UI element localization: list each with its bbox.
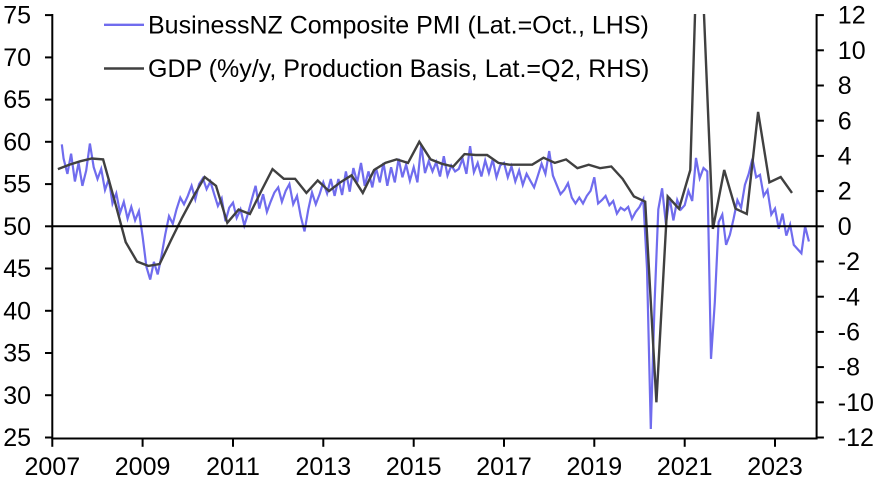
svg-text:2023: 2023 bbox=[747, 453, 803, 481]
svg-text:-2: -2 bbox=[838, 248, 860, 276]
svg-text:-12: -12 bbox=[838, 424, 874, 452]
svg-text:12: 12 bbox=[838, 2, 866, 30]
svg-text:2009: 2009 bbox=[115, 453, 171, 481]
svg-text:2013: 2013 bbox=[295, 453, 351, 481]
svg-text:10: 10 bbox=[838, 37, 866, 65]
svg-text:-8: -8 bbox=[838, 354, 860, 382]
svg-text:45: 45 bbox=[3, 255, 31, 283]
svg-text:60: 60 bbox=[3, 128, 31, 156]
svg-text:40: 40 bbox=[3, 297, 31, 325]
svg-text:2017: 2017 bbox=[476, 453, 532, 481]
svg-text:4: 4 bbox=[838, 143, 852, 171]
svg-text:35: 35 bbox=[3, 340, 31, 368]
svg-text:70: 70 bbox=[3, 44, 31, 72]
svg-text:GDP (%y/y, Production Basis, L: GDP (%y/y, Production Basis, Lat.=Q2, RH… bbox=[148, 55, 649, 83]
svg-text:30: 30 bbox=[3, 382, 31, 410]
svg-text:2015: 2015 bbox=[386, 453, 442, 481]
svg-text:-10: -10 bbox=[838, 389, 874, 417]
svg-text:75: 75 bbox=[3, 2, 31, 30]
svg-text:6: 6 bbox=[838, 107, 852, 135]
svg-text:2021: 2021 bbox=[657, 453, 713, 481]
svg-text:2019: 2019 bbox=[566, 453, 622, 481]
svg-text:2007: 2007 bbox=[24, 453, 80, 481]
svg-text:25: 25 bbox=[3, 424, 31, 452]
svg-text:65: 65 bbox=[3, 86, 31, 114]
svg-text:55: 55 bbox=[3, 171, 31, 199]
svg-text:50: 50 bbox=[3, 213, 31, 241]
svg-text:2011: 2011 bbox=[206, 453, 260, 481]
svg-text:-6: -6 bbox=[838, 319, 860, 347]
svg-text:-4: -4 bbox=[838, 283, 860, 311]
svg-text:8: 8 bbox=[838, 72, 852, 100]
svg-text:BusinessNZ Composite PMI (Lat.: BusinessNZ Composite PMI (Lat.=Oct., LHS… bbox=[148, 11, 649, 39]
svg-text:2: 2 bbox=[838, 178, 852, 206]
svg-text:0: 0 bbox=[838, 213, 852, 241]
